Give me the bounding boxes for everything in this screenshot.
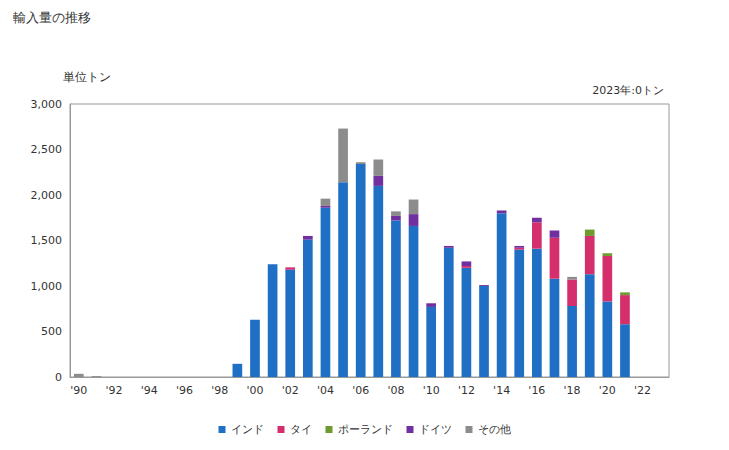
svg-text:'04: '04	[317, 384, 334, 397]
svg-text:'06: '06	[352, 384, 369, 397]
svg-text:2023年:0トン: 2023年:0トン	[592, 84, 664, 97]
svg-text:その他: その他	[478, 423, 511, 436]
svg-text:'22: '22	[634, 384, 651, 397]
svg-text:3,000: 3,000	[31, 98, 63, 111]
svg-text:インド: インド	[231, 423, 264, 436]
svg-text:'12: '12	[458, 384, 475, 397]
svg-text:'92: '92	[106, 384, 123, 397]
svg-text:0: 0	[55, 371, 62, 384]
svg-text:単位トン: 単位トン	[63, 70, 111, 84]
svg-text:輸入量の推移: 輸入量の推移	[13, 10, 91, 25]
svg-text:1,500: 1,500	[31, 234, 63, 247]
svg-text:'96: '96	[176, 384, 193, 397]
svg-text:2,000: 2,000	[31, 189, 63, 202]
svg-text:'02: '02	[282, 384, 299, 397]
svg-text:'98: '98	[211, 384, 228, 397]
svg-text:'08: '08	[387, 384, 404, 397]
svg-text:ポーランド: ポーランド	[338, 423, 393, 436]
svg-text:'94: '94	[141, 384, 158, 397]
svg-text:'18: '18	[564, 384, 581, 397]
svg-text:タイ: タイ	[290, 423, 312, 436]
svg-text:2,500: 2,500	[31, 143, 63, 156]
svg-text:'20: '20	[599, 384, 616, 397]
svg-text:'00: '00	[246, 384, 263, 397]
svg-text:'10: '10	[423, 384, 440, 397]
svg-text:ドイツ: ドイツ	[419, 423, 452, 436]
svg-text:'16: '16	[528, 384, 545, 397]
svg-text:'14: '14	[493, 384, 510, 397]
svg-text:'90: '90	[70, 384, 87, 397]
svg-text:1,000: 1,000	[31, 280, 63, 293]
svg-text:500: 500	[41, 325, 62, 338]
